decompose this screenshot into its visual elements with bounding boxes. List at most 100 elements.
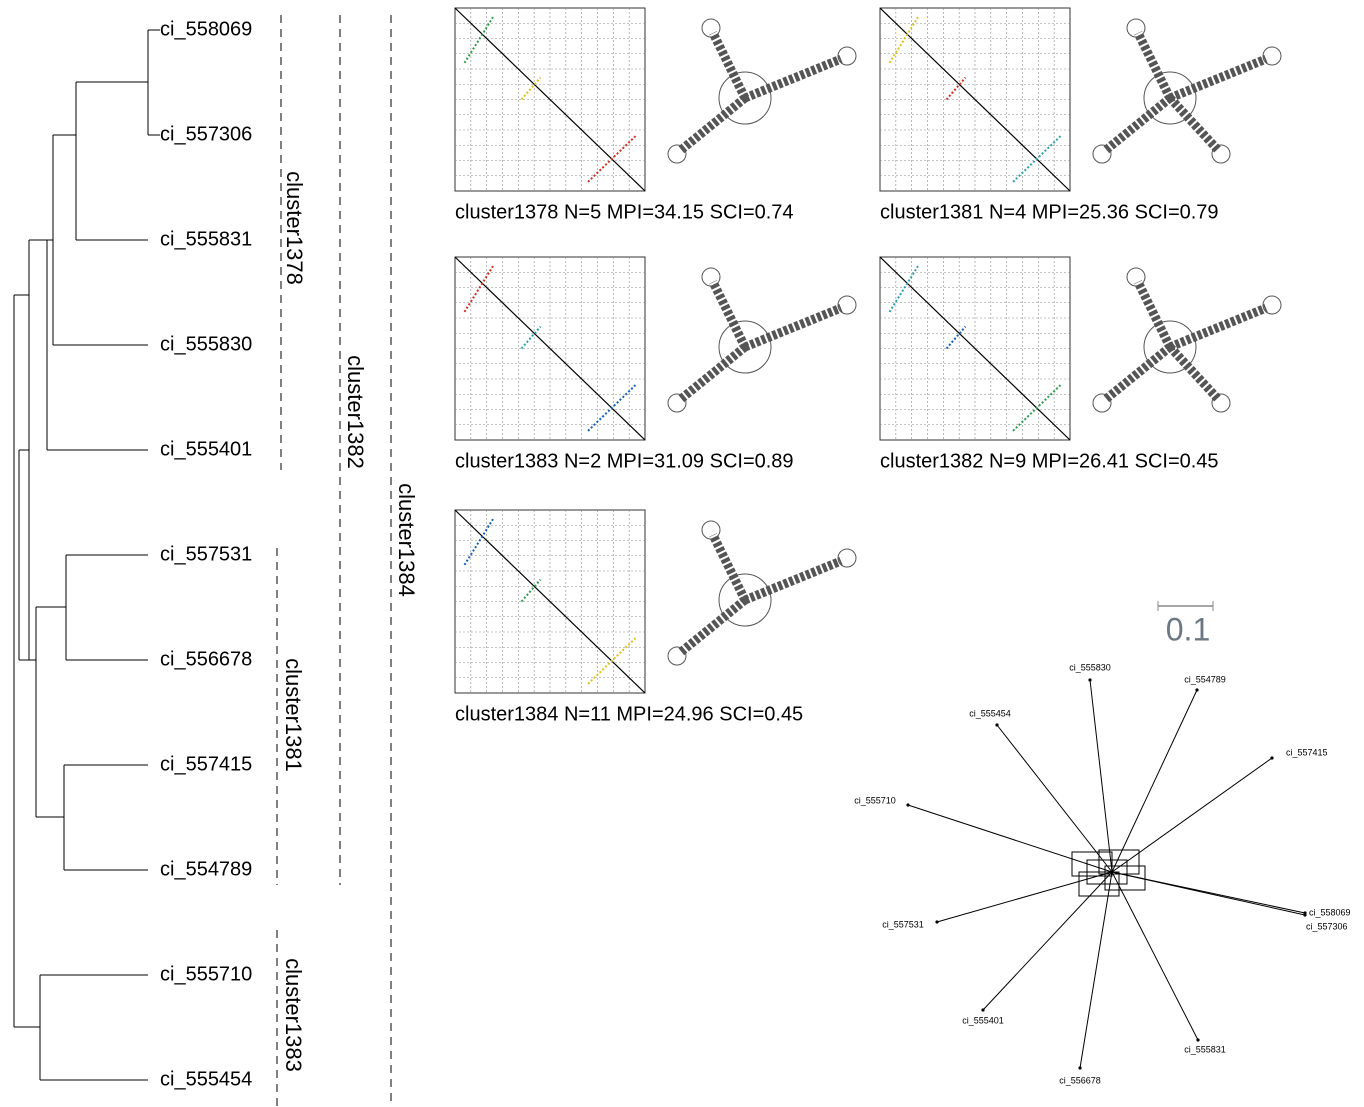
dot-plot-stem	[463, 16, 494, 64]
network-node	[1088, 678, 1092, 682]
leaf-label: ci_555454	[160, 1068, 252, 1090]
network-node	[1303, 913, 1307, 917]
dot-plot-stem	[520, 578, 542, 603]
network-node	[935, 920, 939, 924]
rna-stem	[1133, 31, 1175, 100]
network-edge	[936, 871, 1113, 923]
leaf-label: ci_558069	[160, 18, 252, 40]
leaf-label: ci_554789	[160, 858, 252, 880]
rna-loop	[667, 144, 687, 164]
leaf-label: ci_555401	[160, 438, 252, 460]
rna-loop	[1262, 46, 1282, 66]
network-edge	[907, 804, 1113, 873]
network-node	[981, 1008, 985, 1012]
rna-stem	[678, 94, 748, 154]
panel-caption: cluster1382 N=9 MPI=26.41 SCI=0.45	[880, 450, 1219, 472]
leaf-label: ci_557306	[160, 123, 252, 145]
panel-caption: cluster1383 N=2 MPI=31.09 SCI=0.89	[455, 450, 794, 472]
scale-label: 0.1	[1166, 611, 1210, 647]
leaf-label: ci_555830	[160, 333, 252, 355]
dot-plot-diagonal	[879, 256, 1071, 441]
rna-loop	[701, 267, 721, 287]
rna-loop	[1092, 393, 1112, 413]
network-split	[1071, 851, 1113, 877]
rna-stem	[743, 54, 843, 103]
network-label: ci_555710	[854, 795, 896, 805]
dot-plot-stem	[587, 384, 637, 432]
rna-loop	[837, 46, 857, 66]
cluster-label: cluster1378	[282, 171, 307, 285]
network-node	[1195, 688, 1199, 692]
rna-loop	[1126, 18, 1146, 38]
dot-plot-stem	[463, 518, 494, 566]
cluster-label: cluster1382	[343, 355, 368, 469]
rna-loop	[1126, 267, 1146, 287]
rna-loop	[701, 520, 721, 540]
network-label: ci_555454	[969, 708, 1011, 718]
dot-plot-stem	[520, 325, 542, 350]
dot-plot-stem	[463, 265, 494, 313]
dot-plot-diagonal	[454, 256, 646, 441]
dot-plot-stem	[1012, 384, 1062, 432]
network-edge	[996, 724, 1113, 873]
rna-loop	[1262, 295, 1282, 315]
network-node	[1196, 1038, 1200, 1042]
rna-loop	[718, 71, 772, 125]
network-label: ci_556678	[1059, 1075, 1101, 1085]
dot-plot-stem	[888, 265, 919, 313]
network-edge	[982, 871, 1113, 1011]
dot-plot-stem	[520, 76, 542, 101]
network-split	[1104, 865, 1146, 891]
network-split	[1086, 859, 1128, 885]
dot-plot-diagonal	[454, 7, 646, 192]
rna-loop	[1092, 144, 1112, 164]
rna-loop	[837, 295, 857, 315]
dot-plot-diagonal	[454, 509, 646, 694]
panel-caption: cluster1384 N=11 MPI=24.96 SCI=0.45	[455, 703, 803, 725]
network-label: ci_555831	[1184, 1044, 1226, 1054]
rna-stem	[743, 303, 843, 352]
panel-caption: cluster1381 N=4 MPI=25.36 SCI=0.79	[880, 201, 1219, 223]
dendrogram	[13, 29, 160, 1081]
dot-plot-stem	[945, 325, 967, 350]
rna-loop	[667, 393, 687, 413]
rna-stem	[1133, 280, 1175, 349]
network-edge	[1111, 871, 1306, 916]
network-edge	[1111, 689, 1198, 873]
leaf-label: ci_557415	[160, 753, 252, 775]
rna-loop	[837, 548, 857, 568]
network-edge	[1111, 871, 1199, 1041]
rna-loop	[1143, 320, 1197, 374]
rna-loop	[718, 573, 772, 627]
rna-loop	[1211, 393, 1231, 413]
network-edge	[1079, 871, 1113, 1069]
dot-plot-stem	[587, 135, 637, 183]
network-label: ci_555401	[962, 1015, 1004, 1025]
leaf-label: ci_556678	[160, 648, 252, 670]
network-node	[995, 723, 999, 727]
rna-stem	[678, 343, 748, 403]
leaf-label: ci_555710	[160, 963, 252, 985]
cluster-label: cluster1381	[281, 658, 306, 772]
network-label: ci_557306	[1306, 921, 1348, 931]
dot-plot-stem	[888, 16, 919, 64]
rna-stem	[708, 280, 750, 349]
rna-loop	[1143, 71, 1197, 125]
rna-stem	[1168, 54, 1268, 103]
rna-loop	[667, 646, 687, 666]
rna-stem	[1168, 303, 1268, 352]
rna-stem	[678, 596, 748, 656]
network-label: ci_555830	[1069, 662, 1111, 672]
rna-stem	[1103, 94, 1173, 154]
dot-plot-stem	[945, 76, 967, 101]
rna-stem	[743, 556, 843, 605]
cluster-label: cluster1383	[281, 958, 306, 1072]
rna-loop	[718, 320, 772, 374]
network-node	[906, 803, 910, 807]
dot-plot-stem	[1012, 135, 1062, 183]
dot-plot-diagonal	[879, 7, 1071, 192]
cluster-label: cluster1384	[394, 483, 419, 597]
network-edge	[1111, 757, 1273, 873]
rna-loop	[701, 18, 721, 38]
